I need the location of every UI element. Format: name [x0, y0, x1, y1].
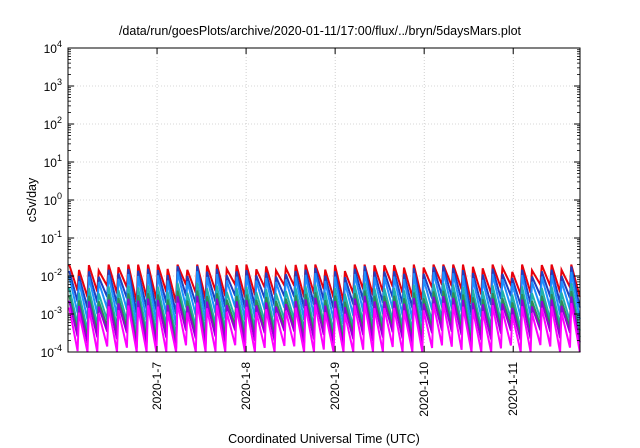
- y-tick-label: 103: [44, 77, 62, 94]
- y-tick-label: 10-1: [41, 229, 62, 246]
- y-tick-label: 102: [44, 115, 62, 132]
- y-tick-label: 10-2: [41, 267, 62, 284]
- y-tick-label: 104: [44, 39, 62, 56]
- x-tick-label: 2020-1-7: [150, 362, 164, 410]
- y-axis-label: cSv/day: [25, 177, 39, 222]
- y-tick-label: 101: [44, 153, 62, 170]
- x-axis-ticks: 2020-1-7 2020-1-8 2020-1-9 2020-1-10 2020-1-…: [150, 48, 520, 417]
- y-tick-label: 100: [44, 191, 62, 208]
- chart-title: /data/run/goesPlots/archive/2020-01-11/1…: [119, 24, 522, 38]
- series-layer: [68, 263, 581, 353]
- x-tick-label: 2020-1-10: [417, 362, 431, 417]
- x-tick-label: 2020-1-9: [328, 362, 342, 410]
- x-tick-label: 2020-1-11: [506, 362, 520, 416]
- x-axis-label: Coordinated Universal Time (UTC): [228, 432, 420, 446]
- y-tick-label: 10-4: [41, 343, 62, 360]
- x-tick-label: 2020-1-8: [239, 362, 253, 410]
- y-tick-label: 10-3: [41, 305, 62, 322]
- series-line-7: [68, 302, 581, 353]
